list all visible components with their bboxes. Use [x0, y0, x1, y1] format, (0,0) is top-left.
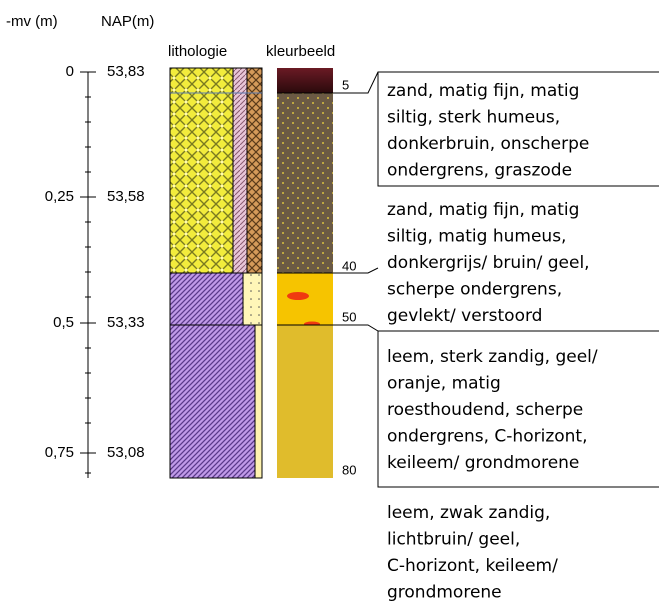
layer-description: donkergrijs/ bruin/ geel, [387, 253, 590, 273]
layer-description: roesthoudend, scherpe [387, 400, 583, 420]
layer-description: siltig, matig humeus, [387, 227, 566, 247]
depth-label: 0,75 [45, 444, 74, 461]
layer-description: zand, matig fijn, matig [387, 81, 579, 101]
layer-description: ondergrens, C-horizont, [387, 427, 587, 447]
layer-description: grondmorene [387, 583, 502, 601]
depth-scale: 0 53,83 0,25 53,58 0,5 53,33 0,75 53,08 [45, 63, 145, 461]
boundary-label: 5 [342, 77, 349, 92]
color-column [277, 68, 333, 478]
nap-label: 53,83 [107, 63, 145, 80]
nap-label: 53,58 [107, 188, 145, 205]
layer-description: donkerbruin, onscherpe [387, 134, 589, 154]
color-header: kleurbeeld [266, 43, 335, 60]
nap-header: NAP(m) [101, 13, 154, 30]
nap-label: 53,08 [107, 444, 145, 461]
layer-description: keileem/ grondmorene [387, 453, 579, 473]
lithology-header: lithologie [168, 43, 227, 60]
boundary-label: 80 [342, 462, 356, 477]
depth-label: 0,25 [45, 188, 74, 205]
layer-description: zand, matig fijn, matig [387, 200, 579, 220]
layer-description: lichtbruin/ geel, [387, 530, 520, 550]
layer-description: siltig, sterk humeus, [387, 108, 560, 128]
depth-label: 0 [66, 63, 74, 80]
layer-description: scherpe ondergrens, [387, 280, 562, 300]
layer-description: leem, sterk zandig, geel/ [387, 347, 598, 367]
layer-description: C-horizont, keileem/ [387, 556, 558, 576]
boundary-label: 40 [342, 258, 356, 273]
lithology-column [170, 68, 262, 478]
layer-description: ondergrens, graszode [387, 161, 572, 181]
depth-label: 0,5 [53, 314, 74, 331]
layers: 5 zand, matig fijn, matig siltig, sterk hu… [342, 77, 598, 601]
layer-description: gevlekt/ verstoord [387, 306, 542, 326]
layer-description: leem, zwak zandig, [387, 503, 550, 523]
layer-description: oranje, matig [387, 374, 501, 394]
nap-label: 53,33 [107, 314, 145, 331]
depth-header: -mv (m) [6, 13, 58, 30]
boundary-label: 50 [342, 309, 356, 324]
soil-profile: -mv (m) NAP(m) lithologie kleurbeeld 0 53… [0, 0, 659, 601]
